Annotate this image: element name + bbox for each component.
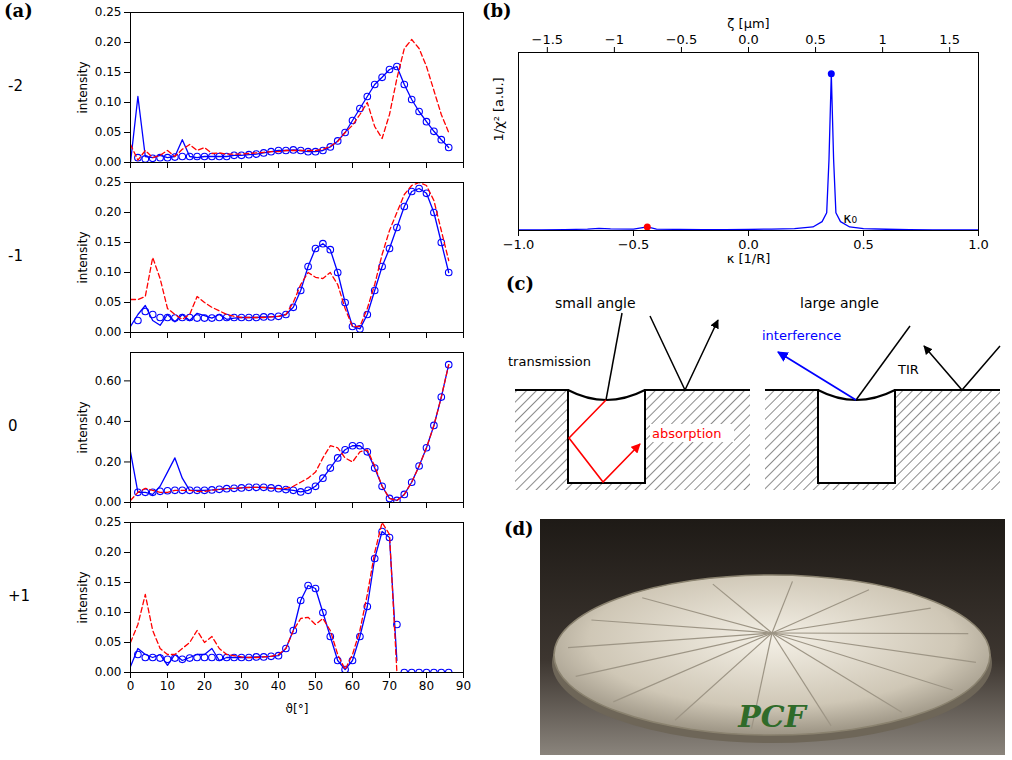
html-text:(b): (b) <box>482 0 512 21</box>
svg-text:1.5: 1.5 <box>939 32 960 47</box>
svg-text:interference: interference <box>762 328 841 343</box>
svg-text:50: 50 <box>308 679 323 693</box>
svg-text:transmission: transmission <box>508 354 591 369</box>
svg-text:1.0: 1.0 <box>968 237 989 252</box>
svg-text:−0.5: −0.5 <box>618 237 650 252</box>
html-text:(a): (a) <box>4 0 33 21</box>
svg-text:0.25: 0.25 <box>95 5 122 19</box>
svg-text:absorption: absorption <box>652 426 721 441</box>
svg-text:0.05: 0.05 <box>95 295 122 309</box>
svg-text:20: 20 <box>197 679 212 693</box>
svg-text:TIR: TIR <box>897 362 919 377</box>
svg-text:0.40: 0.40 <box>95 414 122 428</box>
svg-text:90: 90 <box>456 679 471 693</box>
svg-text:0.15: 0.15 <box>95 575 122 589</box>
svg-text:intensity: intensity <box>76 231 90 283</box>
svg-text:0.15: 0.15 <box>95 65 122 79</box>
svg-text:0.0: 0.0 <box>738 32 759 47</box>
html-text:+1: +1 <box>8 587 31 605</box>
svg-text:1: 1 <box>878 32 886 47</box>
svg-text:70: 70 <box>382 679 397 693</box>
svg-text:ζ [μm]: ζ [μm] <box>727 16 769 31</box>
svg-text:0: 0 <box>127 679 135 693</box>
svg-text:40: 40 <box>271 679 286 693</box>
svg-text:κ [1/R]: κ [1/R] <box>727 251 771 266</box>
svg-text:0.20: 0.20 <box>95 545 122 559</box>
svg-text:0.05: 0.05 <box>95 635 122 649</box>
svg-text:−1.5: −1.5 <box>532 32 564 47</box>
svg-text:−0.5: −0.5 <box>666 32 698 47</box>
html-text:0: 0 <box>8 417 18 435</box>
svg-text:intensity: intensity <box>76 401 90 453</box>
svg-text:0.00: 0.00 <box>95 325 122 339</box>
svg-text:0.60: 0.60 <box>95 374 122 388</box>
svg-text:0.15: 0.15 <box>95 235 122 249</box>
svg-text:small angle: small angle <box>555 295 636 311</box>
svg-text:0.05: 0.05 <box>95 125 122 139</box>
svg-text:intensity: intensity <box>76 61 90 113</box>
html-text:-2: -2 <box>8 77 23 95</box>
svg-text:80: 80 <box>419 679 434 693</box>
svg-text:0.25: 0.25 <box>95 515 122 529</box>
svg-text:−1.0: −1.0 <box>503 237 535 252</box>
svg-text:−1: −1 <box>605 32 624 47</box>
svg-text:intensity: intensity <box>76 571 90 623</box>
svg-text:0.20: 0.20 <box>95 35 122 49</box>
svg-text:0.20: 0.20 <box>95 455 122 469</box>
svg-text:0.25: 0.25 <box>95 175 122 189</box>
svg-text:0.5: 0.5 <box>805 32 826 47</box>
svg-text:large angle: large angle <box>800 295 879 311</box>
svg-text:0.10: 0.10 <box>95 95 122 109</box>
svg-text:30: 30 <box>234 679 249 693</box>
svg-text:0.10: 0.10 <box>95 265 122 279</box>
svg-text:(d): (d) <box>504 518 534 539</box>
svg-text:60: 60 <box>345 679 360 693</box>
svg-text:1/χ² [a.u.]: 1/χ² [a.u.] <box>491 77 506 141</box>
svg-text:(c): (c) <box>506 273 534 294</box>
svg-text:10: 10 <box>160 679 175 693</box>
svg-text:0.00: 0.00 <box>95 665 122 679</box>
svg-text:0.0: 0.0 <box>738 237 759 252</box>
svg-text:PCF: PCF <box>737 699 808 734</box>
svg-text:0.00: 0.00 <box>95 155 122 169</box>
svg-text:0.10: 0.10 <box>95 605 122 619</box>
svg-text:0.20: 0.20 <box>95 205 122 219</box>
svg-text:ϑ[°]: ϑ[°] <box>286 702 309 716</box>
html-text:-1: -1 <box>8 247 23 265</box>
svg-text:κ₀: κ₀ <box>843 210 857 226</box>
svg-text:0.00: 0.00 <box>95 495 122 509</box>
svg-text:0.5: 0.5 <box>853 237 874 252</box>
